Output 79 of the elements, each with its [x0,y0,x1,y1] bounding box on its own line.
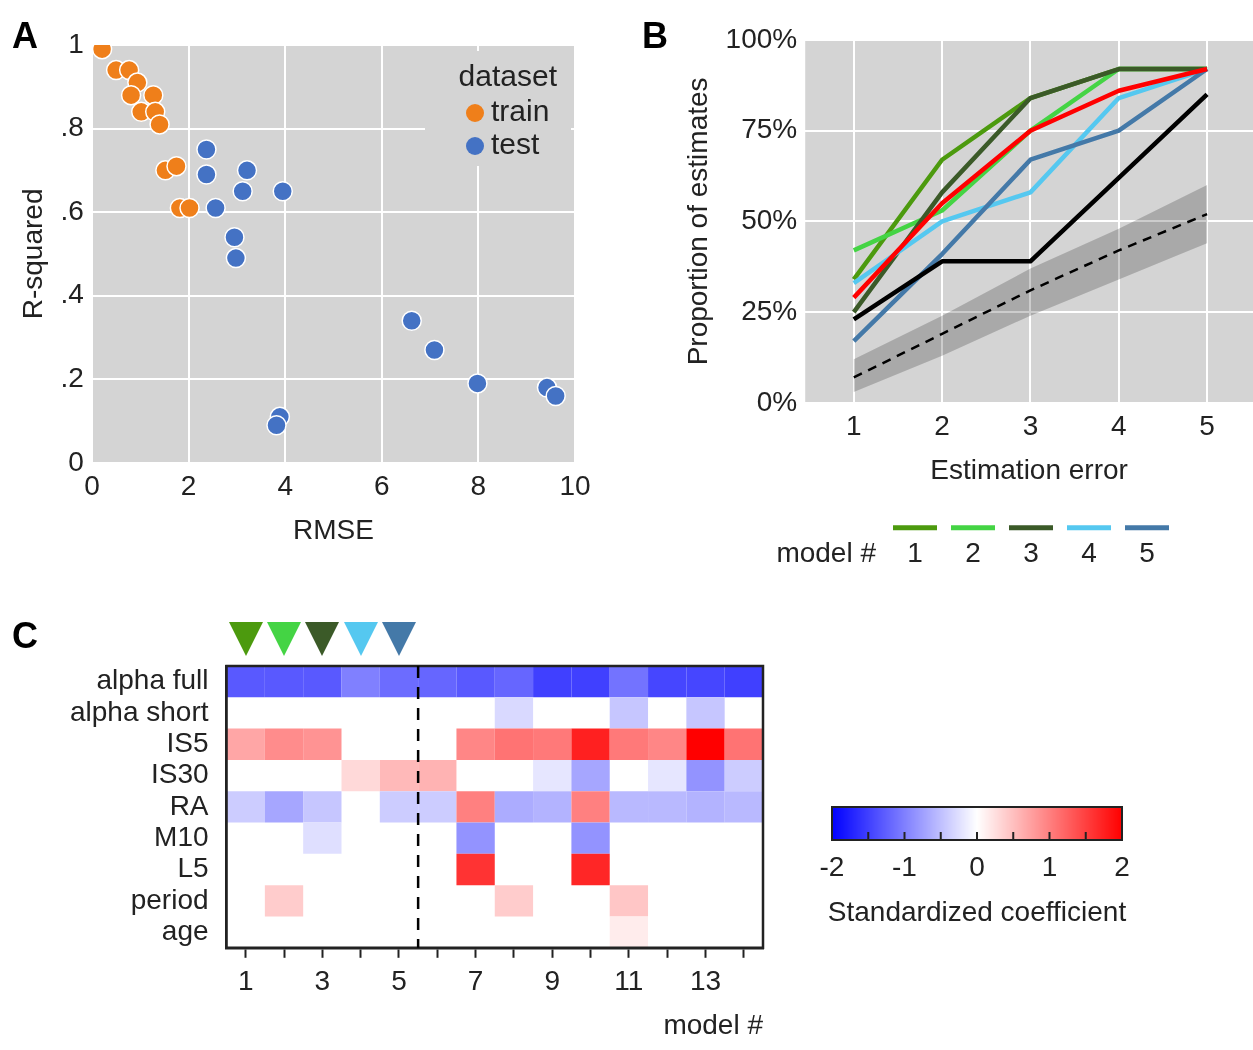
line-series [852,212,1209,379]
color-bar-label: -2 [819,850,845,882]
point [120,84,142,106]
chart-title: B [642,14,668,56]
y-tick-label: 0 [68,445,84,477]
point [236,160,258,181]
point [266,414,287,436]
x-tick-label: 3 [314,965,331,997]
x-tick-label: 6 [373,470,390,502]
y-tick-label: IS30 [150,758,209,790]
x-tick-label: 13 [689,965,722,997]
point [196,139,217,160]
y-tick-label: period [130,883,209,915]
color-bar-label: -1 [892,850,917,882]
y-tick-label: alpha full [96,664,209,696]
legend-title: model # [776,536,877,568]
x-tick-label: 1 [846,410,862,442]
x-tick-label: 5 [391,965,407,997]
legend-label: 3 [1023,536,1039,568]
legend-label: 2 [965,536,981,568]
legend-title: dataset [458,59,558,93]
y-tick-label: 50% [741,204,798,236]
point [166,155,187,177]
x-tick-label: 2 [180,470,197,502]
y-tick-label: 0% [756,385,798,417]
x-tick-label: 5 [1199,410,1215,442]
point [205,197,226,219]
y-tick-label: M10 [154,820,209,852]
y-tick-label: 1 [68,27,84,59]
legend-label: 1 [907,536,923,568]
legend-label: test [491,127,541,161]
x-axis-title: Estimation error [930,453,1128,485]
point [143,84,164,106]
y-tick-label: L5 [177,852,209,884]
legend-label: train [491,94,550,128]
y-tick-label: age [161,914,209,946]
y-tick-label: .6 [60,194,84,226]
color-bar-title: Standardized coefficient [827,895,1127,927]
point [225,247,247,269]
y-tick-label: .2 [60,361,84,393]
x-tick-label: 9 [544,965,561,997]
y-tick-label: 75% [741,113,798,145]
x-tick-label: 4 [1110,410,1127,442]
color-bar-label: 2 [1114,850,1130,882]
x-tick-label: 1 [237,965,254,997]
x-tick-label: 8 [470,470,487,502]
y-axis-title: Proportion of estimates [681,77,713,366]
point [545,385,566,407]
y-tick-label: 25% [741,294,798,326]
y-axis-title: R-squared [16,188,48,320]
point [401,310,422,331]
x-tick-label: 4 [277,470,293,502]
x-tick-label: 10 [559,470,591,502]
y-tick-label: 100% [725,22,798,54]
point [149,114,170,135]
x-axis-title: RMSE [293,513,374,545]
x-tick-label: 3 [1022,410,1039,442]
legend-label: 4 [1081,536,1097,568]
y-tick-label: IS5 [166,727,209,758]
y-tick-label: .4 [60,278,84,310]
x-tick-label: 11 [614,965,644,997]
point [467,373,488,394]
x-tick-label: 2 [934,410,950,442]
x-tick-label: 7 [467,965,484,997]
point [224,226,245,248]
color-bar-label: 0 [969,850,985,882]
x-axis-title: model # [663,1008,764,1040]
chart-title: A [12,14,38,56]
point [232,180,253,202]
point [424,339,445,361]
legend-label: 5 [1139,536,1155,568]
y-tick-label: alpha short [69,695,209,727]
y-tick-label: RA [169,789,209,821]
y-tick-label: .8 [60,111,84,143]
chart-title: C [12,614,38,656]
point [196,164,217,185]
point [272,180,294,202]
color-bar-label: 1 [1041,850,1058,882]
point [179,197,200,219]
